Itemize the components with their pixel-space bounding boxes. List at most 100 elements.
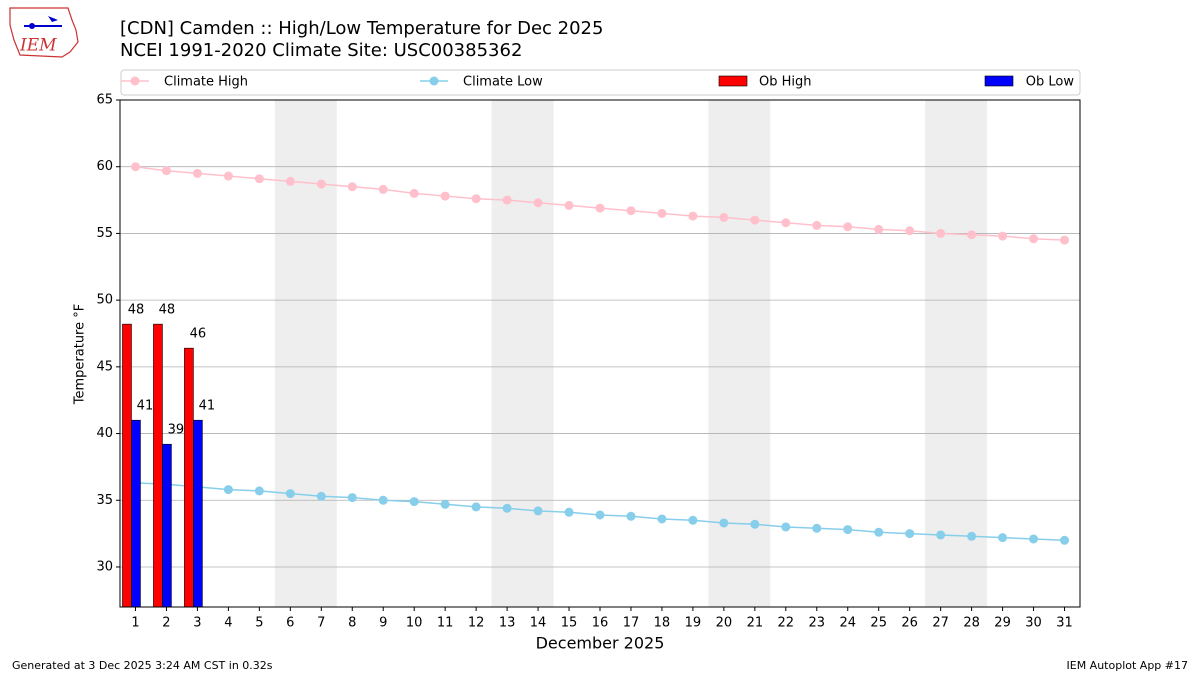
point [750, 215, 760, 225]
footer-right: IEM Autoplot App #17 [1067, 659, 1189, 672]
point [440, 191, 450, 201]
point [967, 531, 977, 541]
legend-swatch [718, 75, 748, 87]
x-tick-label: 23 [809, 616, 826, 631]
point [316, 179, 326, 189]
x-tick-label: 25 [870, 616, 887, 631]
bar [122, 323, 132, 608]
point [750, 519, 760, 529]
x-tick-label: 3 [193, 616, 201, 631]
bar-value-label: 48 [128, 303, 145, 318]
point [564, 507, 574, 517]
x-tick-label: 22 [778, 616, 795, 631]
point [595, 203, 605, 213]
point [657, 208, 667, 218]
footer-left: Generated at 3 Dec 2025 3:24 AM CST in 0… [12, 659, 273, 672]
legend-label: Ob High [759, 75, 812, 90]
point [1060, 535, 1070, 545]
x-tick-label: 12 [468, 616, 485, 631]
x-tick-label: 16 [592, 616, 609, 631]
point [378, 495, 388, 505]
point [626, 511, 636, 521]
x-tick-label: 9 [379, 616, 387, 631]
point [719, 518, 729, 528]
point [223, 485, 233, 495]
x-tick-label: 14 [530, 616, 547, 631]
point [719, 212, 729, 222]
weekend-shade [708, 100, 771, 607]
x-tick-label: 13 [499, 616, 516, 631]
point [905, 529, 915, 539]
x-tick-label: 28 [963, 616, 980, 631]
legend-box [120, 69, 1081, 96]
point [967, 230, 977, 240]
legend-label: Climate Low [463, 75, 543, 90]
point [316, 491, 326, 501]
point [254, 174, 264, 184]
x-tick-label: 29 [994, 616, 1011, 631]
bar [131, 419, 141, 608]
point [688, 211, 698, 221]
x-tick-label: 30 [1025, 616, 1042, 631]
point [533, 198, 543, 208]
x-tick-label: 6 [286, 616, 294, 631]
x-tick-label: 4 [224, 616, 232, 631]
x-tick-label: 1 [131, 616, 139, 631]
point [1029, 534, 1039, 544]
bar-value-label: 46 [190, 327, 207, 342]
point [161, 166, 171, 176]
point [378, 184, 388, 194]
bar [193, 419, 203, 608]
x-tick-label: 8 [348, 616, 356, 631]
legend-label: Ob Low [1026, 75, 1075, 90]
x-tick-label: 7 [317, 616, 325, 631]
point [564, 200, 574, 210]
point [843, 222, 853, 232]
legend-swatch [984, 75, 1014, 87]
x-tick-label: 26 [901, 616, 918, 631]
point [223, 171, 233, 181]
bar [162, 443, 172, 608]
point [626, 206, 636, 216]
point [812, 523, 822, 533]
point [1029, 234, 1039, 244]
bar-value-label: 41 [199, 399, 216, 414]
x-tick-label: 19 [685, 616, 702, 631]
y-tick-label: 30 [96, 559, 113, 574]
logo-outline [9, 7, 79, 58]
bar-value-label: 41 [137, 399, 154, 414]
point [812, 220, 822, 230]
x-axis-label: December 2025 [536, 634, 665, 653]
point [688, 515, 698, 525]
point [440, 499, 450, 509]
weekend-shade [274, 100, 337, 607]
bar-value-label: 39 [168, 423, 185, 438]
point [347, 493, 357, 503]
bar [153, 323, 163, 608]
x-tick-label: 31 [1056, 616, 1073, 631]
point [254, 486, 264, 496]
legend-label: Climate High [164, 75, 248, 90]
point [936, 228, 946, 238]
point [533, 506, 543, 516]
y-tick-label: 65 [96, 93, 113, 108]
point [905, 226, 915, 236]
y-tick-label: 35 [96, 493, 113, 508]
point [657, 514, 667, 524]
point [936, 530, 946, 540]
point [502, 503, 512, 513]
y-tick-label: 60 [96, 159, 113, 174]
point [347, 182, 357, 192]
y-tick-label: 45 [96, 359, 113, 374]
legend-marker [130, 76, 140, 86]
weekend-shade [491, 100, 554, 607]
y-tick-label: 50 [96, 293, 113, 308]
point [781, 218, 791, 228]
point [998, 533, 1008, 543]
x-tick-label: 17 [623, 616, 640, 631]
point [130, 162, 140, 172]
bar [184, 347, 194, 608]
point [471, 502, 481, 512]
legend-marker [429, 76, 439, 86]
